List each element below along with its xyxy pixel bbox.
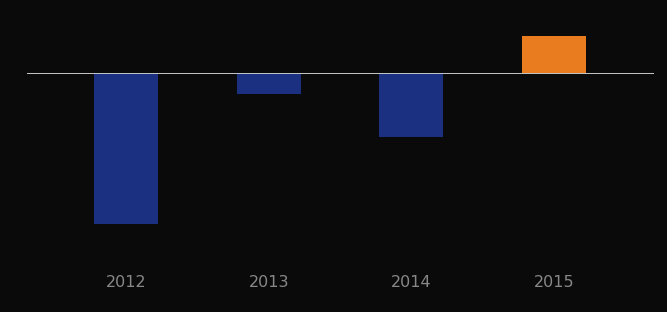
Bar — [237, 73, 301, 94]
Bar — [380, 73, 444, 137]
Bar — [522, 36, 586, 73]
Bar — [94, 73, 159, 225]
